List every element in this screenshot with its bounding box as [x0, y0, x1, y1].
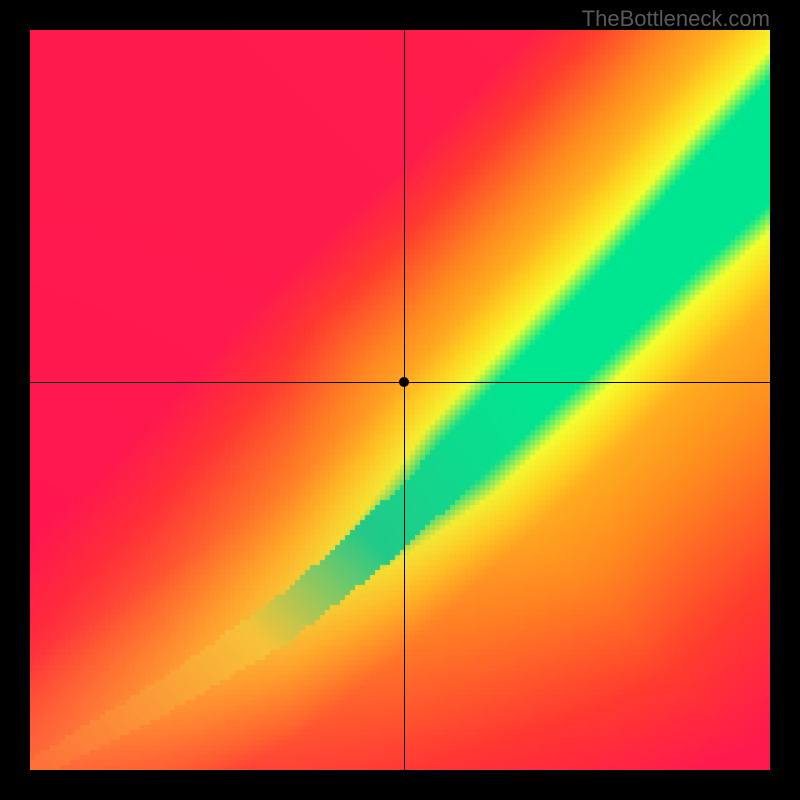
crosshair-vertical: [404, 30, 405, 770]
chart-container: TheBottleneck.com: [0, 0, 800, 800]
watermark-text: TheBottleneck.com: [582, 6, 770, 32]
heatmap-canvas: [30, 30, 770, 770]
plot-area: [30, 30, 770, 770]
crosshair-marker: [399, 377, 409, 387]
